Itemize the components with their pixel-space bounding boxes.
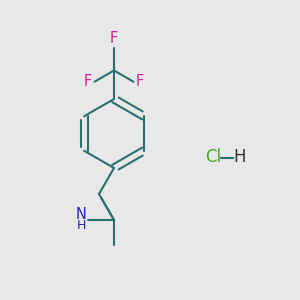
- Text: N: N: [75, 207, 86, 222]
- Text: F: F: [136, 74, 144, 89]
- Text: Cl: Cl: [206, 148, 222, 166]
- Text: F: F: [110, 31, 118, 46]
- Text: F: F: [84, 74, 92, 89]
- Text: H: H: [77, 220, 86, 232]
- Text: H: H: [233, 148, 246, 166]
